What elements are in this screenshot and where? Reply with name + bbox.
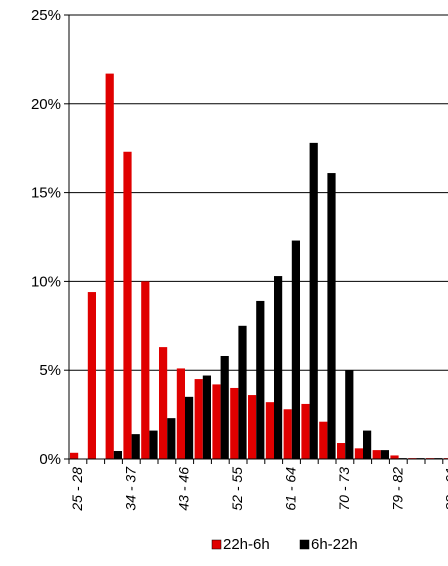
bar xyxy=(167,418,176,459)
bar xyxy=(291,240,300,459)
x-tick-label: 34 - 37 xyxy=(122,466,138,511)
y-tick-label: 25% xyxy=(31,7,61,24)
y-tick-labels: 0% 5% 10% 15% 20% 25% xyxy=(31,7,61,468)
bar xyxy=(372,450,381,459)
y-tick-label: 5% xyxy=(39,362,61,379)
bar xyxy=(176,368,185,459)
bar xyxy=(274,276,283,459)
grid xyxy=(69,14,448,371)
x-tick-label: 52 - 55 xyxy=(229,467,245,511)
y-tick-label: 0% xyxy=(39,451,61,468)
bar xyxy=(309,142,318,459)
x-tick-label: 61 - 64 xyxy=(283,467,299,511)
bar xyxy=(337,443,346,459)
bars xyxy=(70,73,448,459)
legend: 22h-6h 6h-22h xyxy=(211,536,358,553)
legend-label: 22h-6h xyxy=(223,536,270,553)
bar xyxy=(265,402,274,459)
y-tick-label: 20% xyxy=(31,96,61,113)
bar xyxy=(248,395,257,459)
bar xyxy=(301,403,310,459)
bar xyxy=(363,430,372,459)
bar xyxy=(185,396,194,459)
bar xyxy=(283,409,292,459)
x-tick-label: 43 - 46 xyxy=(176,467,192,511)
bar xyxy=(70,452,79,459)
bar xyxy=(87,292,96,459)
y-tick-label: 10% xyxy=(31,273,61,290)
bar xyxy=(230,387,239,459)
x-tick-label: 70 - 73 xyxy=(336,467,352,511)
bar xyxy=(123,151,132,459)
legend-swatch xyxy=(211,539,222,550)
bar xyxy=(194,379,203,459)
bar xyxy=(159,347,168,459)
x-tick-label: 25 - 28 xyxy=(69,467,85,512)
bar xyxy=(380,450,389,459)
bar xyxy=(141,281,150,459)
bar xyxy=(131,434,140,459)
legend-swatch xyxy=(299,539,310,550)
bar xyxy=(319,421,328,459)
y-tick-label: 15% xyxy=(31,185,61,202)
legend-label: 6h-22h xyxy=(311,536,358,553)
bar xyxy=(327,173,336,459)
bar xyxy=(105,73,114,459)
bar xyxy=(220,355,229,459)
x-tick-labels: 25 - 28 34 - 37 43 - 46 52 - 55 61 - 64 70 - … xyxy=(69,466,448,512)
bar xyxy=(212,384,221,459)
bar xyxy=(256,300,265,459)
x-tick-label: 79 - 82 xyxy=(389,467,405,511)
bar xyxy=(354,448,363,459)
bar xyxy=(238,325,247,459)
x-tick-label: 88 - 91 xyxy=(443,467,448,511)
axes xyxy=(64,14,448,464)
bar xyxy=(149,430,158,459)
bar xyxy=(345,370,354,459)
bar xyxy=(390,455,399,459)
bar xyxy=(113,451,122,459)
bar xyxy=(202,375,211,459)
